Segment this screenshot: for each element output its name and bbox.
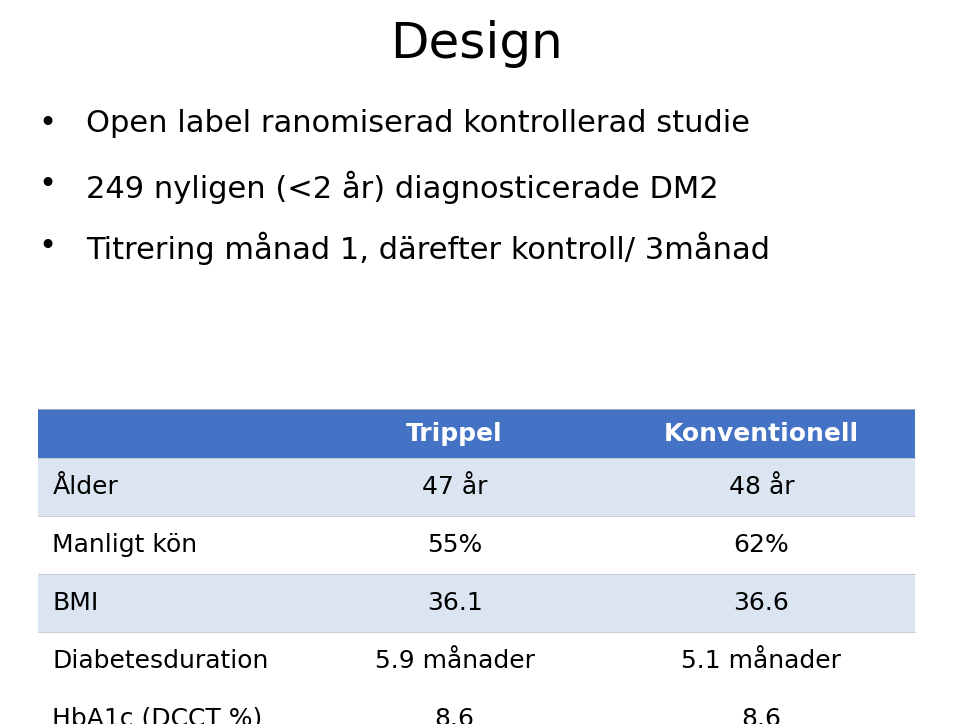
Bar xyxy=(301,458,608,516)
Text: Titrering månad 1, därefter kontroll/ 3månad: Titrering månad 1, därefter kontroll/ 3m… xyxy=(85,232,770,265)
Bar xyxy=(38,458,301,516)
Text: 36.1: 36.1 xyxy=(427,591,483,615)
Text: •: • xyxy=(38,232,57,261)
Text: 55%: 55% xyxy=(427,533,482,557)
Bar xyxy=(301,409,608,458)
Text: Open label ranomiserad kontrollerad studie: Open label ranomiserad kontrollerad stud… xyxy=(85,109,750,138)
Bar xyxy=(301,516,608,574)
Bar xyxy=(608,632,915,690)
Text: 5.9 månader: 5.9 månader xyxy=(374,649,535,673)
Text: Trippel: Trippel xyxy=(406,421,503,445)
Text: •: • xyxy=(38,170,57,199)
Text: Konventionell: Konventionell xyxy=(664,421,859,445)
Text: Design: Design xyxy=(390,20,563,69)
Text: 62%: 62% xyxy=(733,533,789,557)
Bar xyxy=(38,574,301,632)
Bar xyxy=(608,409,915,458)
Bar xyxy=(38,690,301,724)
Text: 47 år: 47 år xyxy=(421,475,488,499)
Text: 8.6: 8.6 xyxy=(741,707,781,724)
Bar xyxy=(608,458,915,516)
Text: Ålder: Ålder xyxy=(53,475,118,499)
Bar xyxy=(301,690,608,724)
Text: •: • xyxy=(38,109,57,138)
Text: Manligt kön: Manligt kön xyxy=(53,533,198,557)
Text: 249 nyligen (<2 år) diagnosticerade DM2: 249 nyligen (<2 år) diagnosticerade DM2 xyxy=(85,170,718,203)
Text: Diabetesduration: Diabetesduration xyxy=(53,649,269,673)
Bar xyxy=(38,516,301,574)
Bar xyxy=(301,574,608,632)
Text: 8.6: 8.6 xyxy=(435,707,474,724)
Text: 5.1 månader: 5.1 månader xyxy=(682,649,842,673)
Bar xyxy=(608,690,915,724)
Bar xyxy=(38,632,301,690)
Text: HbA1c (DCCT %): HbA1c (DCCT %) xyxy=(53,707,263,724)
Bar xyxy=(301,632,608,690)
Bar xyxy=(608,574,915,632)
Bar xyxy=(608,516,915,574)
Bar xyxy=(38,409,301,458)
Text: 48 år: 48 år xyxy=(729,475,794,499)
Text: BMI: BMI xyxy=(53,591,99,615)
Text: 36.6: 36.6 xyxy=(733,591,789,615)
